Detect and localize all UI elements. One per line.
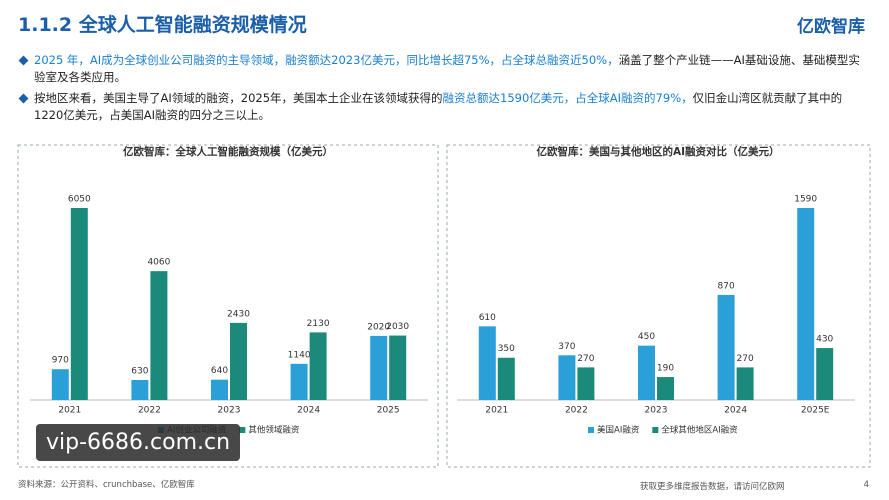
bar: [290, 363, 308, 400]
bullet-text: 2025 年，AI成为全球创业公司融资的主导领域，融资额达2023亿美元，同比增…: [34, 53, 619, 67]
data-label: 970: [52, 356, 69, 366]
data-label: 270: [737, 354, 754, 364]
data-label: 1140: [288, 350, 311, 360]
legend-swatch: [588, 427, 594, 433]
data-label: 610: [479, 313, 496, 323]
bullet: 按地区来看，美国主导了AI领域的融资，2025年，美国本土企业在该领域获得的融资…: [18, 90, 868, 124]
data-label: 350: [498, 344, 515, 354]
data-label: 6050: [68, 195, 91, 205]
data-label: 430: [816, 335, 833, 345]
bar: [51, 369, 69, 400]
data-label: 190: [657, 364, 674, 374]
legend-label: 美国AI融资: [597, 425, 640, 436]
x-tick-label: 2022: [565, 406, 588, 416]
bar: [131, 380, 149, 400]
x-tick-label: 2025: [377, 406, 400, 416]
data-label: 870: [718, 281, 735, 291]
data-label: 2030: [386, 322, 409, 332]
bar: [577, 367, 595, 400]
data-label: 2020: [367, 322, 390, 332]
bar: [497, 357, 515, 400]
legend-swatch: [239, 427, 246, 433]
bar: [309, 332, 327, 400]
x-tick-label: 2022: [138, 406, 161, 416]
legend-swatch: [652, 427, 659, 433]
data-label: 450: [638, 332, 655, 342]
x-tick-label: 2023: [645, 406, 668, 416]
bullet-text: 融资总额达1590亿美元，占全球AI融资的79%，: [442, 91, 693, 105]
watermark: vip-6686.com.cn: [36, 424, 241, 461]
chart-frame: [446, 144, 871, 468]
bar: [558, 355, 576, 400]
bar: [478, 326, 496, 400]
bar: [150, 271, 168, 400]
slide-title: 1.1.2 全球人工智能融资规模情况: [18, 14, 307, 36]
data-label: 270: [577, 354, 594, 364]
bullet-text: 按地区来看，美国主导了AI领域的融资，2025年，美国本土企业在该领域获得的: [34, 91, 443, 105]
x-tick-label: 2024: [724, 406, 747, 416]
page-number: 4: [863, 480, 869, 490]
data-label: 2430: [227, 309, 250, 319]
data-label: 2130: [307, 319, 330, 329]
data-label: 370: [558, 342, 575, 352]
bar: [70, 208, 88, 400]
legend-label: 其他领域融资: [248, 425, 300, 436]
bar: [370, 335, 388, 400]
bar: [230, 322, 247, 400]
data-label: 1590: [794, 195, 817, 205]
x-tick-label: 2021: [485, 406, 508, 416]
bar: [638, 345, 655, 400]
x-tick-label: 2021: [58, 406, 81, 416]
data-label: 4060: [147, 258, 170, 268]
x-tick-label: 2025E: [801, 406, 830, 416]
legend-label: 全球其他地区AI融资: [661, 425, 738, 436]
bar: [389, 335, 407, 400]
chart-title: 亿欧智库：美国与其他地区的AI融资对比（亿美元）: [536, 145, 779, 158]
bar: [816, 348, 834, 400]
bar: [717, 294, 735, 400]
bar: [797, 208, 815, 400]
bullet-text: 涵盖了整个产业链——AI基础设施、基础模型实验室及各类应用。: [34, 53, 860, 84]
bar: [736, 367, 754, 400]
chart-title: 亿欧智库：全球人工智能融资规模（亿美元）: [123, 145, 333, 158]
more-info: 获取更多维度报告数据，请访问亿欧网: [640, 482, 785, 492]
data-label: 640: [211, 366, 228, 376]
bullets: 2025 年，AI成为全球创业公司融资的主导领域，融资额达2023亿美元，同比增…: [18, 52, 868, 128]
bar: [211, 379, 228, 400]
x-tick-label: 2023: [218, 406, 241, 416]
source: 资料来源：公开资料、crunchbase、亿欧智库: [18, 480, 195, 490]
data-label: 630: [131, 367, 148, 377]
bar: [657, 377, 674, 400]
logo: 亿欧智库: [797, 17, 865, 37]
bullet: 2025 年，AI成为全球创业公司融资的主导领域，融资额达2023亿美元，同比增…: [18, 52, 868, 86]
chart-frame: [17, 144, 439, 468]
x-tick-label: 2024: [297, 406, 320, 416]
bullet-text: 仅旧金山湾区就贡献了其中的1220亿美元，占美国AI融资的四分之三以上。: [34, 91, 843, 122]
